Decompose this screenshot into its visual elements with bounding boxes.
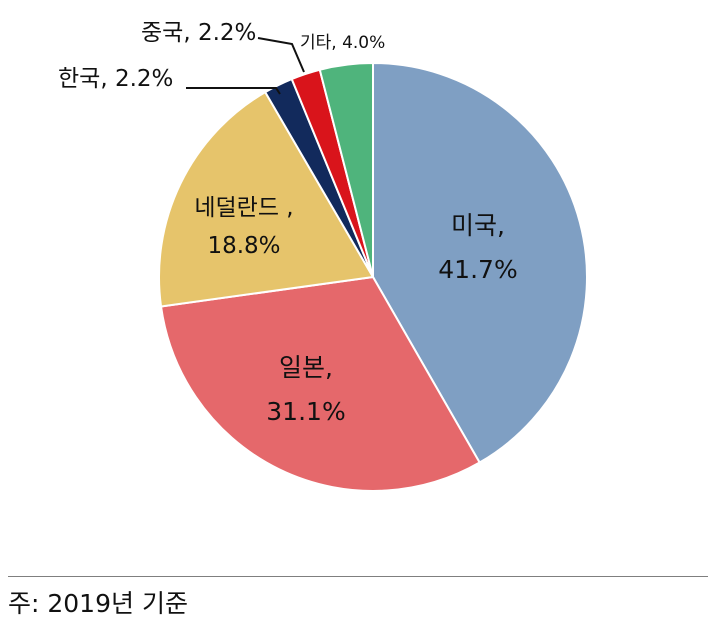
leader-line-korea <box>186 87 281 95</box>
pie-slice-other <box>318 61 374 278</box>
slice-pct-japan: 31.1% <box>266 397 345 426</box>
slice-label-usa: 미국, <box>451 211 505 240</box>
leader-lines <box>186 37 305 95</box>
footnote-divider <box>8 576 708 577</box>
slice-label-korea: 한국, 2.2% <box>58 66 173 92</box>
slice-pct-netherlands: 18.8% <box>207 233 280 259</box>
slice-label-netherlands: 네덜란드 , <box>194 195 293 221</box>
slice-pct-usa: 41.7% <box>438 255 517 284</box>
leader-line-china <box>257 37 305 73</box>
pie-slice-netherlands <box>158 90 375 308</box>
pie-slice-usa <box>372 61 588 464</box>
pie-slice-japan <box>159 275 481 492</box>
slice-label-other: 기타, 4.0% <box>300 33 385 53</box>
pie-slices <box>158 61 588 492</box>
slice-label-japan: 일본, <box>279 353 333 382</box>
pie-chart: 미국, 41.7% 일본, 31.1% 네덜란드 , 18.8% 한국, 2.2… <box>58 20 588 492</box>
footnote: 주: 2019년 기준 <box>8 589 188 618</box>
slice-label-china: 중국, 2.2% <box>141 20 256 46</box>
